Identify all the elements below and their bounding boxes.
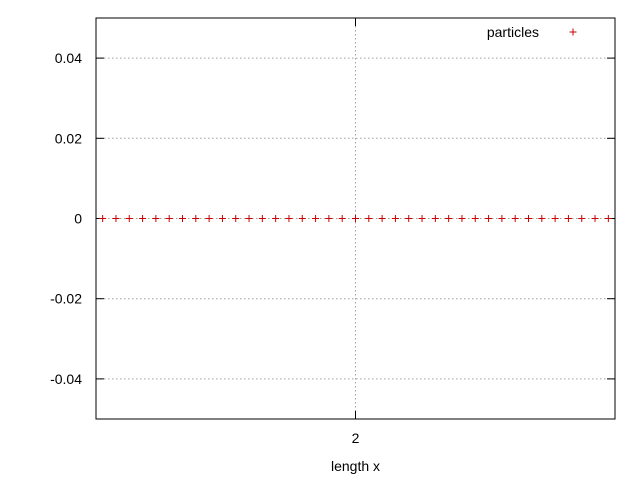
data-point [485,215,493,222]
data-point [272,215,280,222]
data-point [165,215,173,222]
data-point [312,215,320,222]
data-point [192,215,200,222]
data-point [431,215,439,222]
data-point [391,215,399,222]
data-point [298,215,306,222]
y-tick-label: 0.02 [55,130,82,146]
data-point [232,215,240,222]
legend-plus-marker [569,28,577,36]
data-point [179,215,186,222]
data-point [498,215,506,222]
y-tick-label: 0.04 [55,50,82,66]
data-point [538,215,546,222]
y-tick-label: -0.02 [50,291,82,307]
data-point [112,215,120,222]
data-point [338,215,346,222]
data-point [604,215,612,222]
data-point [378,215,386,222]
data-point [511,215,519,222]
y-tick-label: 0 [74,211,82,227]
data-point [285,215,293,222]
data-point [564,215,572,222]
legend-label-particles: particles [487,24,539,40]
data-points [99,215,612,222]
data-point [525,215,532,222]
data-point [445,215,453,222]
data-point [591,215,599,222]
data-point [471,215,479,222]
data-point [205,215,213,222]
data-point [405,215,413,222]
axis-ticks: 0.04 0.02 0 -0.02 -0.04 2 [50,18,615,446]
legend: particles [487,24,577,40]
data-point [551,215,559,222]
data-point [418,215,426,222]
data-point [218,215,226,222]
data-point [152,215,160,222]
data-point [245,215,253,222]
x-axis-label: length x [331,458,380,474]
data-point [99,215,107,222]
data-point [578,215,586,222]
data-point [325,215,333,222]
legend-marker-particles [569,28,577,36]
data-point [125,215,133,222]
data-point [258,215,266,222]
y-tick-label: -0.04 [50,371,82,387]
data-point [458,215,466,222]
data-point [365,215,373,222]
data-point [139,215,147,222]
x-tick-label: 2 [352,430,360,446]
data-point [352,215,359,222]
